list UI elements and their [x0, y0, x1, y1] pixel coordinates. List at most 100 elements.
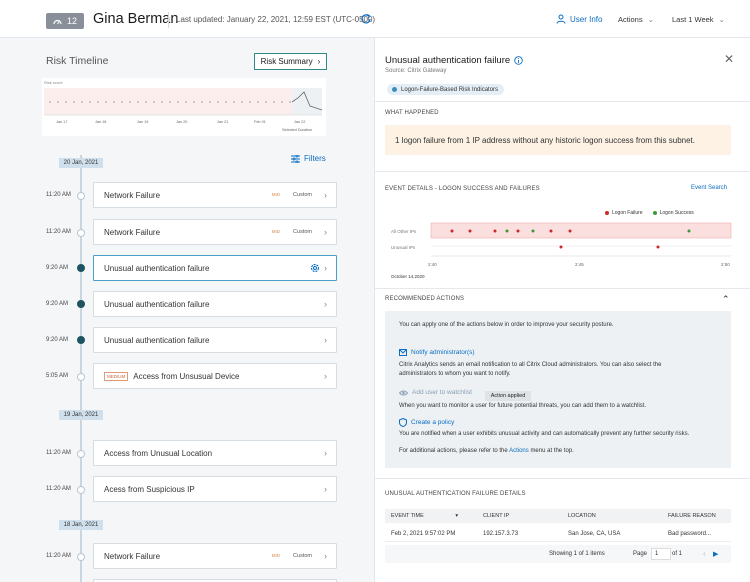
- indicator-chip: Logon-Failure-Based Risk Indicators: [387, 84, 505, 95]
- filters-button[interactable]: Filters: [291, 154, 326, 163]
- table-pager: Showing 1 of 1 items Page 1 of 1 ‹ ▶: [385, 545, 731, 563]
- chevron-down-icon: ⌄: [718, 15, 725, 24]
- actions-dropdown[interactable]: Actions ⌄: [618, 15, 654, 24]
- table-row[interactable]: Feb 2, 2021 9:57:02 PM 192.157.3.73 San …: [385, 527, 731, 542]
- risk-score-chart[interactable]: Risk score Jan 17 Jan 18 Jan 19 Jan 20: [42, 78, 326, 136]
- chevron-right-icon: ›: [324, 484, 327, 494]
- severity-chip: MEDIUM: [104, 371, 129, 381]
- event-time: 11:20 AM: [46, 486, 71, 492]
- create-policy-link[interactable]: Create a policy: [399, 418, 454, 427]
- svg-text:Jan 19: Jan 19: [137, 120, 148, 124]
- event-time: 11:20 AM: [46, 229, 71, 235]
- failure-details-heading: UNUSUAL AUTHENTICATION FAILURE DETAILS: [385, 491, 526, 497]
- filters-label: Filters: [304, 154, 326, 163]
- chevron-right-icon: ›: [324, 551, 327, 561]
- gauge-icon: [53, 19, 62, 24]
- divider: [375, 171, 750, 172]
- indicator-dot-icon: [392, 87, 397, 92]
- svg-text:Jan 20: Jan 20: [176, 120, 187, 124]
- chart-points: [49, 101, 291, 103]
- event-card-selected[interactable]: Unusual authentication failure ›: [93, 255, 337, 281]
- chevron-right-icon: ›: [324, 263, 327, 273]
- row-label: Unusual IPs: [391, 245, 416, 250]
- custom-label: Custom: [293, 192, 312, 198]
- chart-xticks: Jan 17 Jan 18 Jan 19 Jan 20 Jan 21 Feb 0…: [56, 120, 312, 132]
- chevron-right-icon: ›: [324, 227, 327, 237]
- custom-label: Custom: [293, 553, 312, 559]
- chevron-right-icon: ›: [324, 448, 327, 458]
- prev-page-icon[interactable]: ‹: [703, 549, 706, 558]
- time-range-dropdown[interactable]: Last 1 Week ⌄: [672, 15, 725, 24]
- actions-menu-link[interactable]: Actions: [509, 448, 529, 454]
- event-card[interactable]: Access from Unusual Location ›: [93, 440, 337, 466]
- event-card[interactable]: Unusual authentication failure ›: [93, 327, 337, 353]
- event-card-partial[interactable]: [93, 579, 337, 582]
- what-happened-heading: WHAT HAPPENED: [385, 110, 439, 116]
- chevron-right-icon: ›: [324, 190, 327, 200]
- policy-desc: You are notified when a user exhibits un…: [399, 431, 690, 437]
- row-label: All Other IPs: [391, 229, 417, 234]
- recommended-heading: RECOMMENDED ACTIONS: [385, 296, 465, 302]
- gear-icon[interactable]: [309, 262, 321, 274]
- next-page-icon[interactable]: ▶: [713, 551, 719, 558]
- close-icon[interactable]: ✕: [724, 52, 735, 66]
- timeline-dot: [77, 264, 85, 272]
- event-title: Acess from Suspicious IP: [104, 484, 195, 494]
- event-card[interactable]: Network Failure MID Custom ›: [93, 543, 337, 569]
- event-time: 9:20 AM: [46, 337, 69, 343]
- more-actions-text: For additional actions, please refer to …: [399, 448, 574, 454]
- chevron-right-icon: ›: [317, 57, 321, 66]
- chevron-right-icon: ›: [324, 299, 327, 309]
- failure-dot-icon: [605, 211, 609, 215]
- svg-text:Jan 21: Jan 21: [217, 120, 228, 124]
- event-title: Unusual authentication failure: [104, 299, 210, 309]
- event-date: October 14,2020: [391, 274, 425, 279]
- info-icon[interactable]: [514, 56, 523, 65]
- event-title: Network Failure: [104, 190, 161, 200]
- notify-desc: administrators to whom you want to notif…: [399, 371, 511, 377]
- column-header-failure-reason[interactable]: FAILURE REASON: [668, 513, 716, 519]
- event-card[interactable]: Network Failure MID Custom ›: [93, 182, 337, 208]
- event-card[interactable]: MEDIUM Access from Unsusual Device ›: [93, 363, 337, 389]
- user-name: Gina Berman: [93, 11, 179, 27]
- svg-text:Jan 18: Jan 18: [95, 120, 106, 124]
- add-watchlist-link[interactable]: Add user to watchlist: [399, 389, 472, 396]
- column-header-event-time[interactable]: EVENT TIME ▾: [391, 513, 459, 519]
- detail-title-text: Unusual authentication failure: [385, 55, 511, 66]
- column-header-client-ip[interactable]: CLIENT IP: [483, 513, 510, 519]
- chart-line: [291, 91, 323, 111]
- event-title: Access from Unsusual Device: [133, 371, 240, 381]
- refresh-icon[interactable]: [360, 13, 372, 25]
- more-actions-prefix: For additional actions, please refer to …: [399, 448, 508, 454]
- event-card[interactable]: Acess from Suspicious IP ›: [93, 476, 337, 502]
- recommended-actions-panel: You can apply one of the actions below i…: [385, 311, 731, 468]
- chevron-up-icon[interactable]: ⌃: [722, 294, 730, 304]
- risk-score-badge: 12: [46, 13, 84, 29]
- user-icon: [556, 14, 566, 24]
- user-info-link[interactable]: User Info: [556, 14, 602, 24]
- filter-icon: [291, 154, 300, 163]
- event-title: Unusual authentication failure: [104, 335, 210, 345]
- date-chip: 20 Jan, 2021: [59, 158, 103, 168]
- event-card[interactable]: Unusual authentication failure ›: [93, 291, 337, 317]
- divider: [375, 288, 750, 289]
- sort-down-icon[interactable]: ▾: [455, 513, 459, 519]
- svg-text:2:45: 2:45: [575, 262, 584, 267]
- event-search-link[interactable]: Event Search: [691, 185, 728, 191]
- timeline-dot: [77, 373, 85, 381]
- success-dot-icon: [652, 211, 657, 215]
- selected-duration-band: [292, 88, 322, 115]
- page-input[interactable]: 1: [651, 548, 671, 560]
- svg-text:Selected Duration: Selected Duration: [282, 128, 312, 132]
- risk-summary-button[interactable]: Risk Summary ›: [254, 53, 327, 70]
- notify-admin-link[interactable]: Notify administrator(s): [399, 349, 475, 356]
- notify-admin-label: Notify administrator(s): [411, 349, 475, 356]
- divider: [375, 101, 750, 102]
- event-details-heading: EVENT DETAILS - LOGON SUCCESS AND FAILUR…: [385, 186, 540, 192]
- event-xticks: 2:40 2:45 2:50: [428, 262, 730, 267]
- timeline-dot: [77, 553, 85, 561]
- custom-label: Custom: [293, 229, 312, 235]
- event-card[interactable]: Network Failure MID Custom ›: [93, 219, 337, 245]
- event-scatter-chart[interactable]: All Other IPs Unusual IPs 2:40 2:45 2:50…: [385, 220, 735, 282]
- column-header-location[interactable]: LOCATION: [568, 513, 596, 519]
